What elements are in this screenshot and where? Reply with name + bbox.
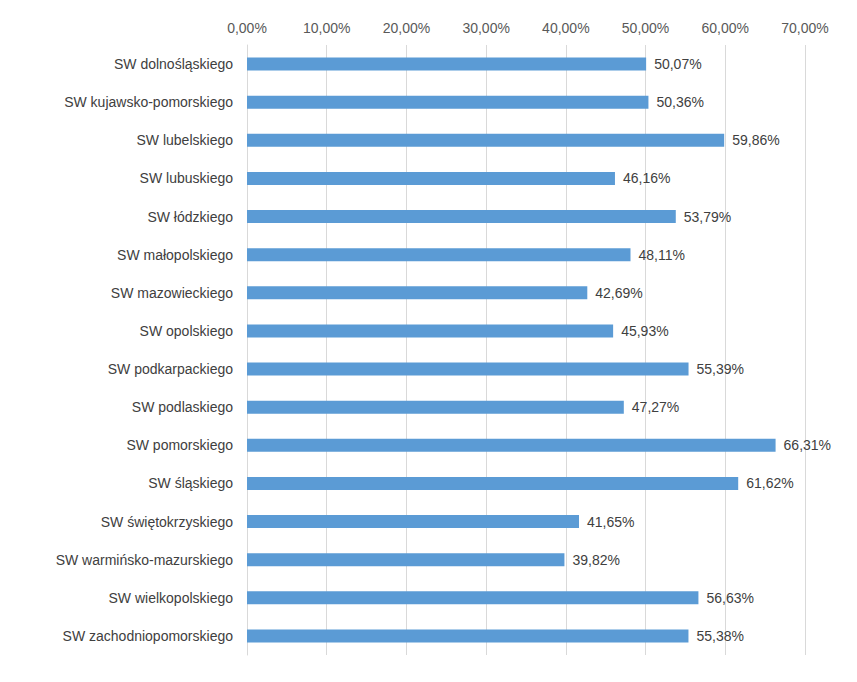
svg-text:50,07%: 50,07% bbox=[654, 56, 701, 72]
svg-text:40,00%: 40,00% bbox=[542, 20, 589, 36]
svg-text:66,31%: 66,31% bbox=[784, 437, 831, 453]
svg-text:SW pomorskiego: SW pomorskiego bbox=[126, 437, 233, 453]
svg-text:45,93%: 45,93% bbox=[621, 323, 668, 339]
svg-text:48,11%: 48,11% bbox=[639, 247, 685, 263]
svg-text:SW mazowieckiego: SW mazowieckiego bbox=[111, 285, 233, 301]
svg-text:SW świętokrzyskiego: SW świętokrzyskiego bbox=[101, 514, 233, 530]
svg-text:50,00%: 50,00% bbox=[622, 20, 669, 36]
svg-text:SW warmińsko-mazurskiego: SW warmińsko-mazurskiego bbox=[56, 552, 234, 568]
svg-text:SW wielkopolskiego: SW wielkopolskiego bbox=[109, 590, 234, 606]
svg-text:SW lubelskiego: SW lubelskiego bbox=[137, 132, 234, 148]
svg-text:SW lubuskiego: SW lubuskiego bbox=[140, 170, 234, 186]
svg-text:0,00%: 0,00% bbox=[227, 20, 267, 36]
svg-text:SW śląskiego: SW śląskiego bbox=[148, 475, 233, 491]
svg-text:60,00%: 60,00% bbox=[702, 20, 749, 36]
svg-text:SW dolnośląskiego: SW dolnośląskiego bbox=[114, 56, 233, 72]
svg-text:46,16%: 46,16% bbox=[623, 170, 670, 186]
svg-text:30,00%: 30,00% bbox=[462, 20, 509, 36]
svg-text:SW opolskiego: SW opolskiego bbox=[140, 323, 234, 339]
svg-text:70,00%: 70,00% bbox=[781, 20, 828, 36]
svg-text:55,39%: 55,39% bbox=[697, 361, 744, 377]
svg-text:56,63%: 56,63% bbox=[706, 590, 753, 606]
svg-text:SW kujawsko-pomorskiego: SW kujawsko-pomorskiego bbox=[64, 94, 233, 110]
svg-text:SW zachodniopomorskiego: SW zachodniopomorskiego bbox=[63, 628, 234, 644]
svg-text:SW małopolskiego: SW małopolskiego bbox=[117, 247, 233, 263]
svg-text:59,86%: 59,86% bbox=[732, 132, 779, 148]
svg-text:41,65%: 41,65% bbox=[587, 514, 634, 530]
svg-text:SW podlaskiego: SW podlaskiego bbox=[132, 399, 233, 415]
svg-text:50,36%: 50,36% bbox=[656, 94, 703, 110]
svg-text:42,69%: 42,69% bbox=[595, 285, 642, 301]
svg-text:39,82%: 39,82% bbox=[572, 552, 619, 568]
svg-text:47,27%: 47,27% bbox=[632, 399, 679, 415]
svg-text:SW łódzkiego: SW łódzkiego bbox=[147, 209, 233, 225]
svg-text:55,38%: 55,38% bbox=[696, 628, 743, 644]
svg-text:20,00%: 20,00% bbox=[383, 20, 430, 36]
svg-text:61,62%: 61,62% bbox=[746, 475, 793, 491]
svg-text:SW podkarpackiego: SW podkarpackiego bbox=[108, 361, 234, 377]
svg-text:53,79%: 53,79% bbox=[684, 209, 731, 225]
svg-text:10,00%: 10,00% bbox=[303, 20, 350, 36]
